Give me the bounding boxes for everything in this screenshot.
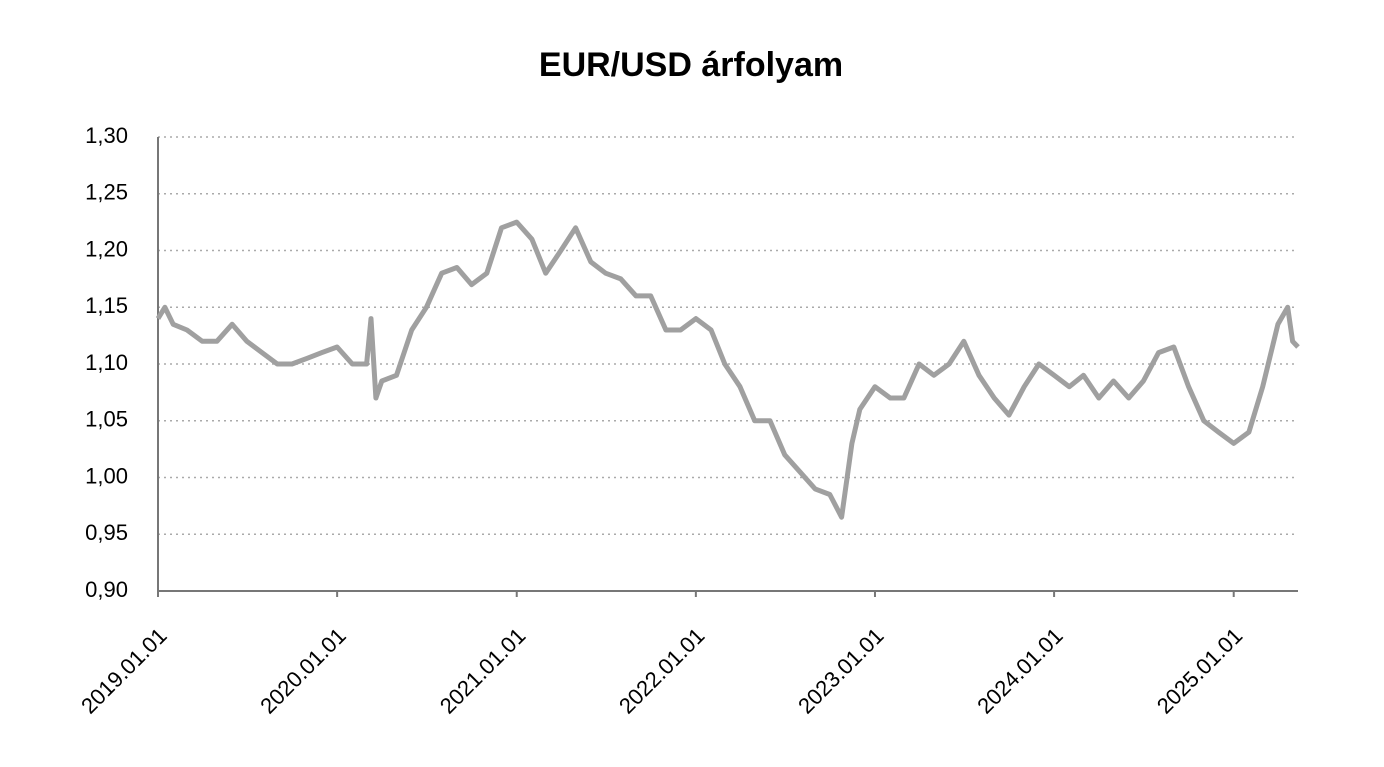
x-tick-label: 2021.01.01 <box>435 623 531 719</box>
chart-title: EUR/USD árfolyam <box>539 46 843 84</box>
line-series <box>155 219 1300 520</box>
y-tick-label: 1,15 <box>85 293 128 318</box>
x-tick-label: 2019.01.01 <box>76 623 172 719</box>
y-tick-label: 1,00 <box>85 463 128 488</box>
y-tick-label: 1,20 <box>85 236 128 261</box>
y-tick-label: 1,05 <box>85 407 128 432</box>
x-tick-label: 2022.01.01 <box>614 623 710 719</box>
x-tick-label: 2020.01.01 <box>255 623 351 719</box>
x-tick-label: 2024.01.01 <box>972 623 1068 719</box>
x-tick-label: 2023.01.01 <box>793 623 889 719</box>
y-tick-label: 1,25 <box>85 180 128 205</box>
x-tick-label: 2025.01.01 <box>1152 623 1248 719</box>
y-tick-label: 1,10 <box>85 350 128 375</box>
y-tick-label: 1,30 <box>85 123 128 148</box>
y-tick-label: 0,90 <box>85 577 128 602</box>
y-tick-label: 0,95 <box>85 520 128 545</box>
